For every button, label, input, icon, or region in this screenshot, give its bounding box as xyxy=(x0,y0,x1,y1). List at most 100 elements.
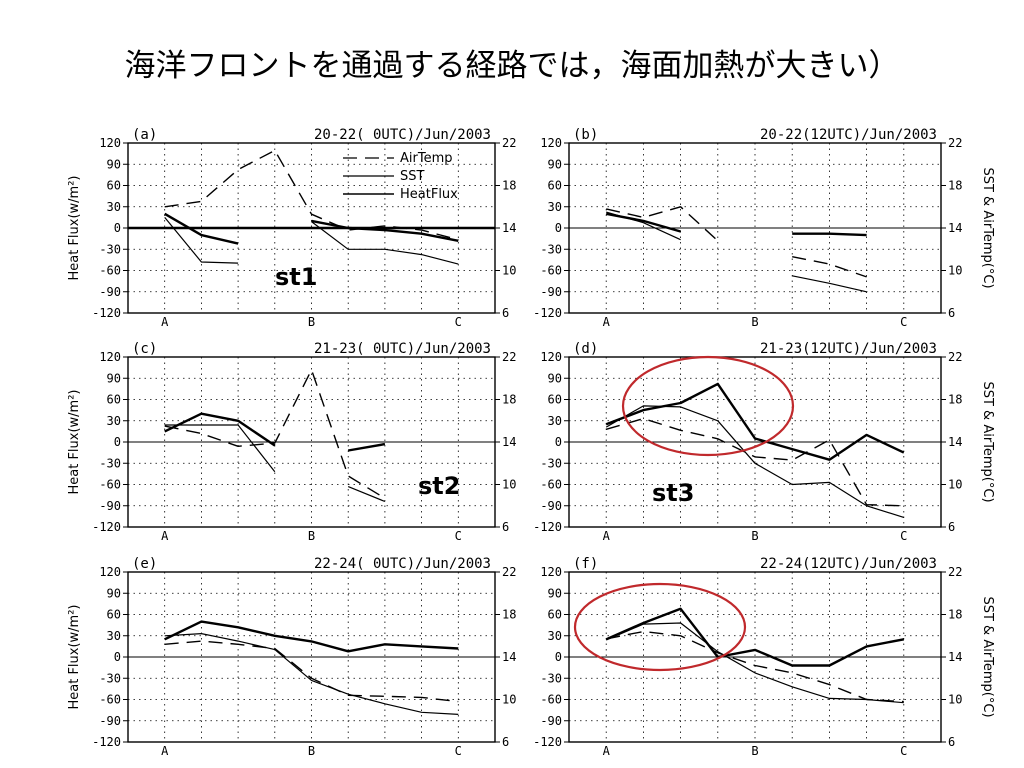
right-tick-label: 10 xyxy=(948,264,962,278)
left-axis-title: Heat Flux(w/m²) xyxy=(67,389,82,494)
left-tick-label: 60 xyxy=(107,179,121,193)
right-tick-label: 18 xyxy=(948,608,962,622)
left-tick-label: -120 xyxy=(92,520,121,534)
legend-label-sst: SST xyxy=(400,169,425,184)
left-tick-label: -90 xyxy=(99,499,121,513)
left-tick-label: 60 xyxy=(548,393,562,407)
right-tick-label: 22 xyxy=(948,350,962,364)
left-tick-label: -90 xyxy=(99,714,121,728)
right-tick-label: 22 xyxy=(502,565,516,579)
right-tick-label: 6 xyxy=(948,306,955,320)
right-tick-label: 6 xyxy=(502,520,509,534)
series-airtemp xyxy=(164,149,459,241)
left-tick-label: 120 xyxy=(99,350,121,364)
right-tick-label: 14 xyxy=(948,221,962,235)
left-tick-label: -120 xyxy=(92,735,121,749)
left-tick-label: 90 xyxy=(107,371,121,385)
series-sst xyxy=(605,405,904,518)
left-tick-label: -30 xyxy=(99,671,121,685)
x-tick-label: B xyxy=(308,315,315,329)
left-tick-label: -60 xyxy=(99,264,121,278)
x-tick-label: A xyxy=(161,744,169,758)
panel-title: 20-22(12UTC)/Jun/2003 xyxy=(760,127,937,143)
station-label: st2 xyxy=(418,472,460,500)
left-tick-label: -90 xyxy=(540,499,562,513)
series-heatflux xyxy=(347,442,386,452)
left-tick-label: 0 xyxy=(114,435,121,449)
right-tick-label: 6 xyxy=(502,306,509,320)
right-axis-title: SST & AirTemp(°C) xyxy=(980,167,995,288)
right-axis-title: SST & AirTemp(°C) xyxy=(980,381,995,502)
series-heatflux xyxy=(311,219,459,242)
left-tick-label: 90 xyxy=(548,157,562,171)
left-tick-label: 0 xyxy=(114,221,121,235)
left-tick-label: 30 xyxy=(107,414,121,428)
series-sst xyxy=(164,632,459,715)
x-tick-label: C xyxy=(455,529,462,543)
station-label: st3 xyxy=(652,479,694,507)
series-sst xyxy=(605,622,904,704)
series-sst xyxy=(311,221,459,265)
left-tick-label: 0 xyxy=(555,221,562,235)
series-sst xyxy=(347,486,386,503)
left-tick-label: -60 xyxy=(99,478,121,492)
left-tick-label: -30 xyxy=(99,242,121,256)
station-label: st1 xyxy=(275,263,317,291)
panel-label: (b) xyxy=(573,127,598,143)
right-tick-label: 6 xyxy=(948,520,955,534)
left-tick-label: 120 xyxy=(540,136,562,150)
left-tick-label: 30 xyxy=(548,200,562,214)
left-tick-label: 120 xyxy=(540,565,562,579)
right-tick-label: 14 xyxy=(502,435,516,449)
panel-title: 21-23( 0UTC)/Jun/2003 xyxy=(314,341,491,357)
left-tick-label: -30 xyxy=(540,456,562,470)
left-tick-label: 120 xyxy=(540,350,562,364)
slide-title: 海洋フロントを通過する経路では，海面加熱が大きい） xyxy=(124,48,900,84)
panel-f: -120 -90 -60 -30 0 30 60 90 120 6 10 14 18 22 A B C (f) 22… xyxy=(533,556,962,758)
x-tick-label: C xyxy=(900,315,907,329)
left-tick-label: -30 xyxy=(540,242,562,256)
left-tick-label: -60 xyxy=(540,693,562,707)
right-tick-label: 6 xyxy=(948,735,955,749)
left-tick-label: 90 xyxy=(107,157,121,171)
panel-b: -120 -90 -60 -30 0 30 60 90 120 6 10 14 18 22 A B C (b) 20… xyxy=(533,127,962,329)
left-tick-label: -30 xyxy=(99,456,121,470)
right-tick-label: 14 xyxy=(948,650,962,664)
left-tick-label: 60 xyxy=(548,608,562,622)
series-heatflux xyxy=(605,382,905,461)
x-tick-label: B xyxy=(308,529,315,543)
right-tick-label: 18 xyxy=(502,608,516,622)
panel-d: -120 -90 -60 -30 0 30 60 90 120 6 10 14 18 22 A B C (d) 21… xyxy=(533,341,962,543)
left-tick-label: 30 xyxy=(548,414,562,428)
panel-title: 20-22( 0UTC)/Jun/2003 xyxy=(314,127,491,143)
left-tick-label: -90 xyxy=(99,285,121,299)
panel-label: (d) xyxy=(573,341,598,357)
legend-label-airtemp: AirTemp xyxy=(400,151,453,166)
series-heatflux xyxy=(605,212,681,233)
series-heatflux xyxy=(164,620,459,653)
legend: AirTemp SST HeatFlux xyxy=(343,151,458,202)
left-tick-label: 90 xyxy=(548,586,562,600)
right-tick-label: 22 xyxy=(502,136,516,150)
series-airtemp xyxy=(792,256,867,278)
series-airtemp xyxy=(164,369,386,499)
left-tick-label: 60 xyxy=(548,179,562,193)
series-heatflux xyxy=(605,607,905,667)
x-tick-label: B xyxy=(308,744,315,758)
legend-label-heatflux: HeatFlux xyxy=(400,187,458,202)
right-tick-label: 6 xyxy=(502,735,509,749)
left-tick-label: -120 xyxy=(533,520,562,534)
series-airtemp xyxy=(606,417,904,507)
x-tick-label: C xyxy=(900,529,907,543)
left-tick-label: -60 xyxy=(540,264,562,278)
x-tick-label: A xyxy=(603,529,611,543)
right-tick-label: 10 xyxy=(948,478,962,492)
x-tick-label: C xyxy=(455,315,462,329)
panel-label: (a) xyxy=(132,127,157,143)
series-sst xyxy=(792,275,867,293)
right-tick-label: 10 xyxy=(948,693,962,707)
right-tick-label: 10 xyxy=(502,693,516,707)
x-tick-label: A xyxy=(161,529,169,543)
series-sst xyxy=(164,217,239,264)
right-tick-label: 18 xyxy=(948,393,962,407)
